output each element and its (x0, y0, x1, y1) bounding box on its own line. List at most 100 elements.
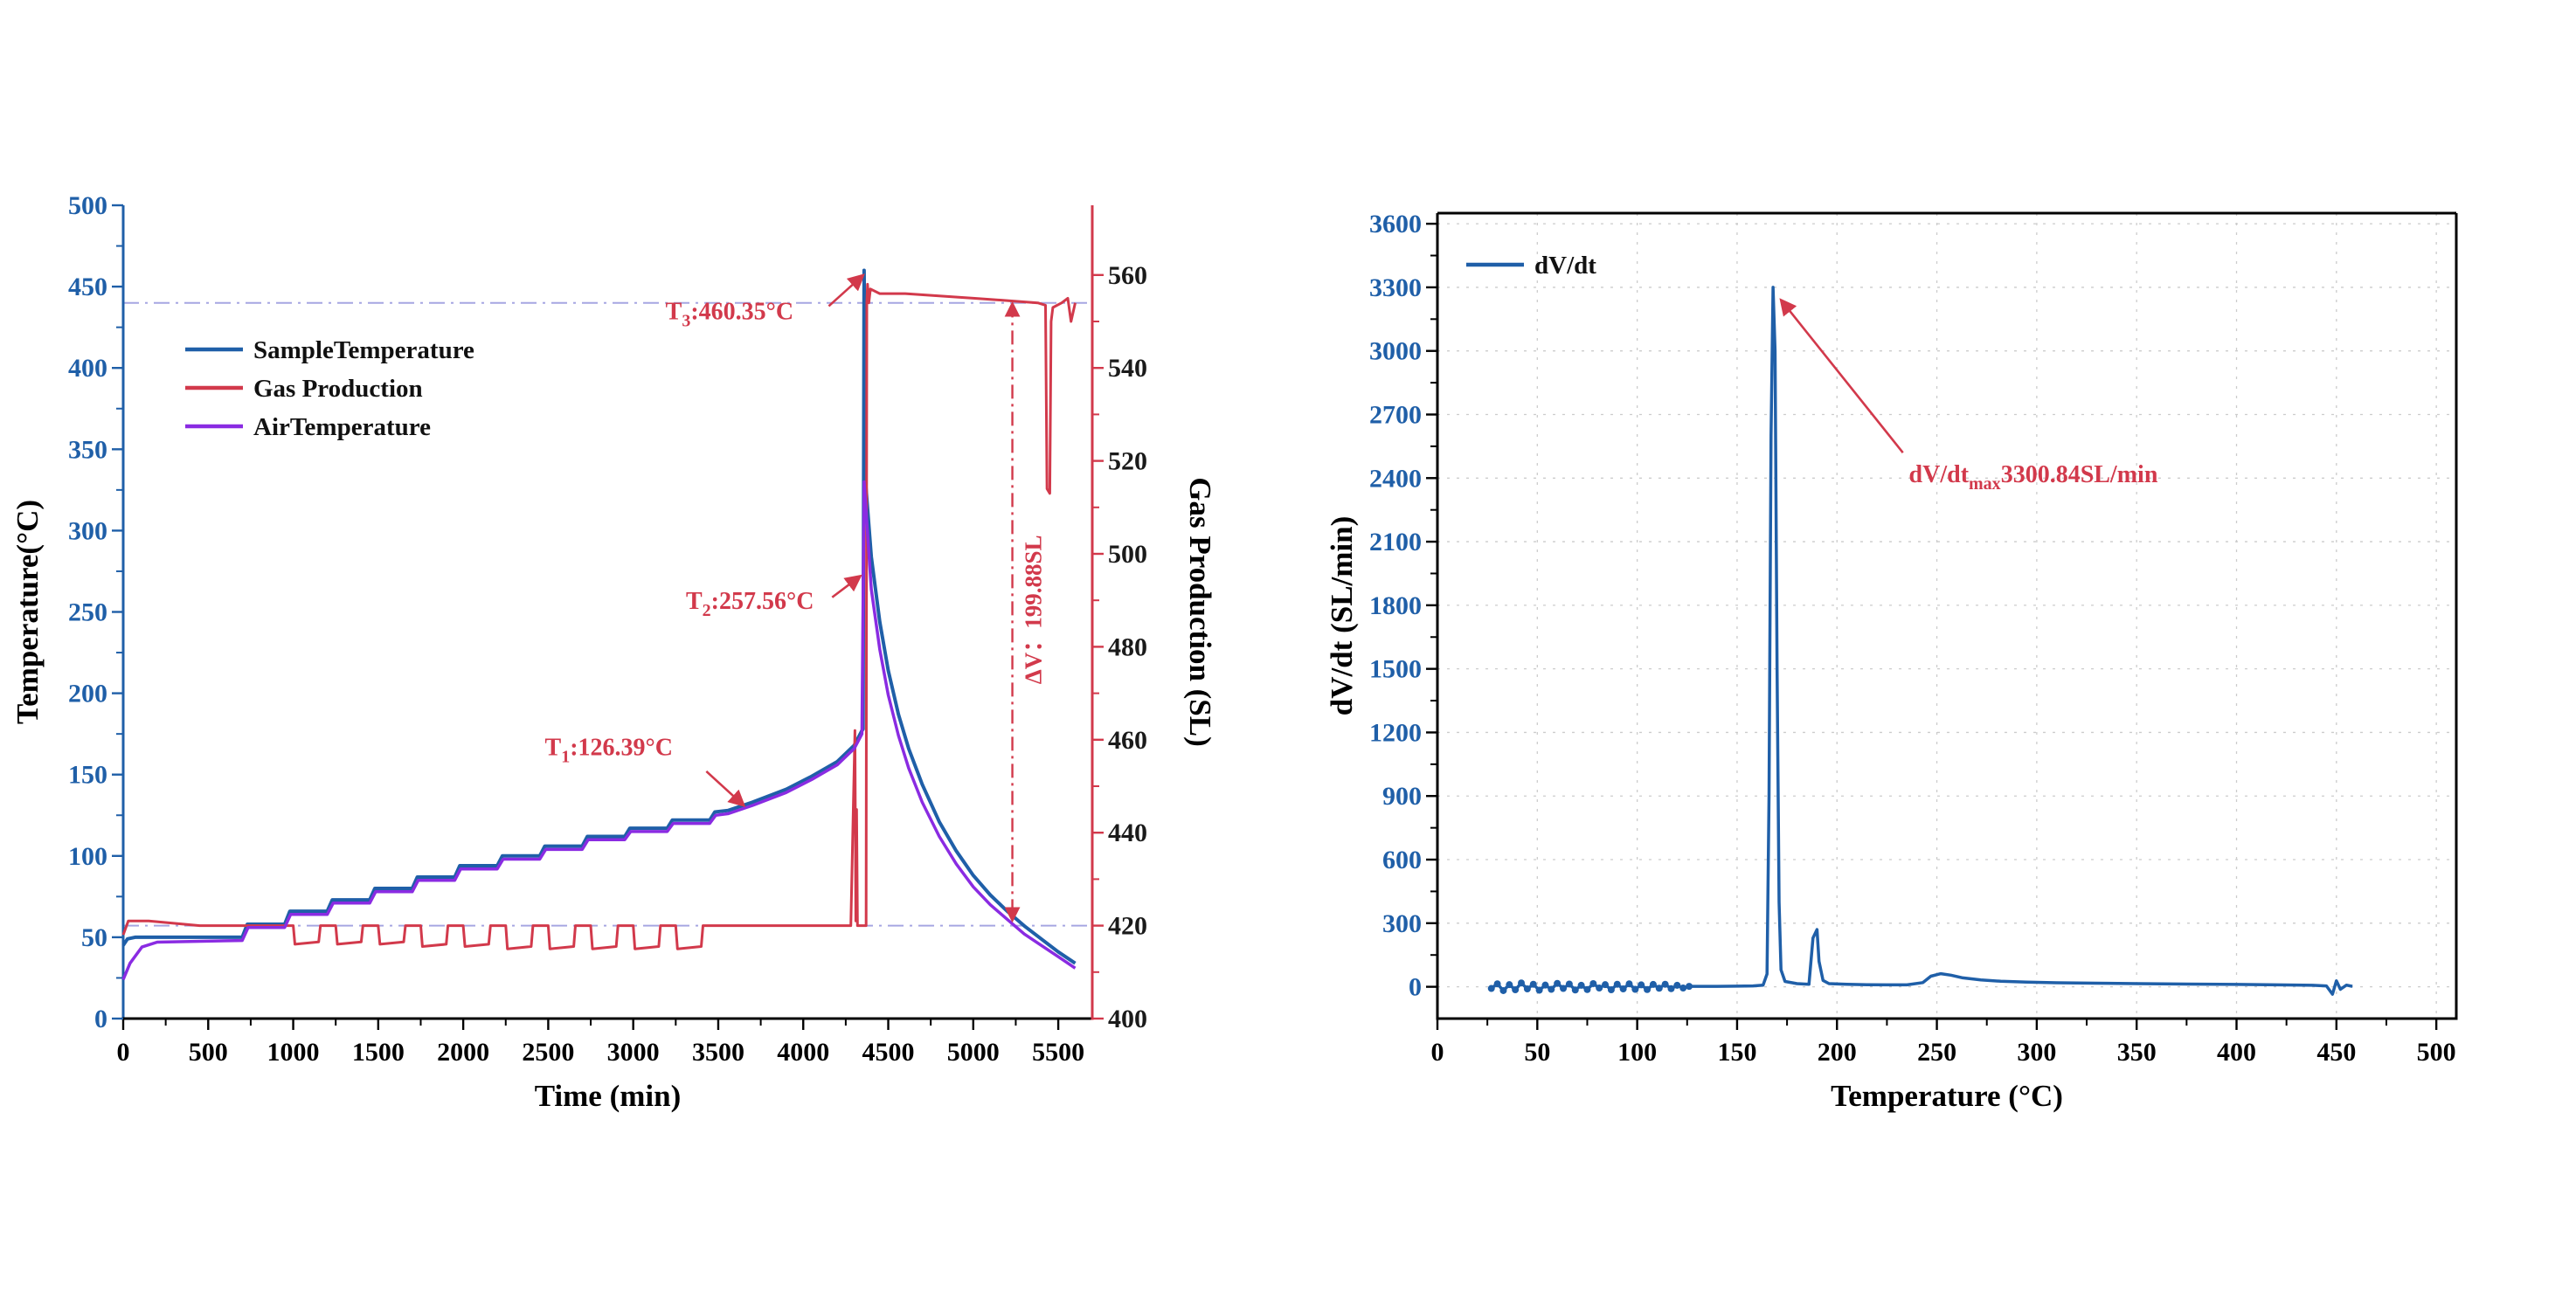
x-tick-label: 500 (189, 1038, 228, 1067)
series-marker (1523, 985, 1531, 993)
x-axis-title: Temperature (°C) (1831, 1079, 2063, 1113)
y-tick-label: 250 (68, 598, 107, 627)
y2-tick-label: 440 (1108, 819, 1147, 847)
series-marker (1560, 985, 1568, 992)
annotation-arrow (705, 770, 746, 808)
y2-tick-label: 540 (1108, 354, 1147, 383)
series-marker (1583, 985, 1591, 993)
series-marker (1673, 981, 1681, 989)
y-tick-label: 450 (68, 273, 107, 301)
legend-label: dV/dt (1534, 252, 1596, 280)
series-marker (1518, 979, 1526, 987)
annotation-dvdt-max: dV/dtmax3300.84SL/min (1909, 461, 2158, 494)
series-marker (1679, 985, 1687, 992)
series-marker (1529, 980, 1537, 988)
annotation-arrow (1779, 298, 1904, 453)
legend-label: Gas Production (253, 375, 423, 403)
y2-axis-title: Gas Production (SL) (1183, 477, 1217, 747)
y-tick-label: 2700 (1369, 401, 1422, 430)
series-marker (1596, 985, 1603, 992)
series-marker (1571, 986, 1579, 994)
series-marker (1535, 986, 1543, 994)
y-tick-label: 600 (1382, 846, 1422, 874)
y2-tick-label: 460 (1108, 726, 1147, 755)
series-marker (1487, 985, 1495, 992)
x-tick-label: 2000 (437, 1038, 489, 1067)
y-tick-label: 2100 (1369, 528, 1422, 556)
series-sampletemperature (121, 268, 1077, 965)
series-marker (1577, 981, 1585, 989)
x-tick-label: 1000 (267, 1038, 320, 1067)
x-tick-label: 5000 (947, 1038, 1000, 1067)
series-marker (1602, 981, 1610, 989)
series-marker (1493, 980, 1501, 988)
x-tick-label: 3500 (692, 1038, 744, 1067)
y-tick-label: 400 (68, 354, 107, 383)
series-marker (1625, 980, 1633, 988)
series-marker (1649, 980, 1657, 988)
y2-tick-label: 420 (1108, 912, 1147, 941)
y-axis-title: dV/dt (SL/min) (1325, 516, 1359, 716)
y-tick-label: 3300 (1369, 273, 1422, 302)
series-dv-dt (1490, 286, 2353, 996)
y-tick-label: 350 (68, 435, 107, 464)
y-tick-label: 50 (81, 923, 107, 952)
series-marker (1554, 979, 1562, 987)
series-marker (1548, 985, 1555, 993)
y-tick-label: 0 (94, 1005, 107, 1033)
x-tick-label: 200 (1818, 1038, 1857, 1067)
x-tick-label: 100 (1617, 1038, 1657, 1067)
y-tick-label: 300 (68, 516, 107, 545)
y-tick-label: 1800 (1369, 591, 1422, 620)
x-tick-label: 4000 (777, 1038, 829, 1067)
y2-tick-label: 560 (1108, 261, 1147, 290)
y-tick-label: 150 (68, 761, 107, 790)
x-tick-label: 3000 (607, 1038, 660, 1067)
series-marker (1512, 986, 1520, 994)
series-marker (1631, 985, 1639, 993)
series-marker (1506, 981, 1513, 989)
y-tick-label: 300 (1382, 909, 1422, 938)
series-marker (1661, 980, 1669, 988)
right-chart-legend: dV/dt (1466, 252, 1596, 280)
y-tick-label: 1500 (1369, 655, 1422, 684)
y2-tick-label: 500 (1108, 540, 1147, 569)
series-marker (1541, 981, 1549, 989)
annotation-T2: T2:257.56°C (686, 588, 814, 620)
y-axis-title: Temperature(°C) (10, 500, 45, 724)
annotation-T3: T3:460.35°C (666, 298, 793, 330)
x-tick-label: 0 (117, 1038, 130, 1067)
x-tick-label: 150 (1717, 1038, 1756, 1067)
annotation-T1: T1:126.39°C (545, 734, 673, 766)
series-marker (1607, 986, 1615, 994)
y2-tick-label: 480 (1108, 632, 1147, 661)
series-marker (1655, 985, 1663, 992)
y-tick-label: 1200 (1369, 718, 1422, 747)
y2-tick-label: 520 (1108, 447, 1147, 476)
x-tick-label: 4500 (862, 1038, 915, 1067)
y-tick-label: 2400 (1369, 464, 1422, 493)
y-tick-label: 200 (68, 680, 107, 708)
x-tick-label: 500 (2417, 1038, 2456, 1067)
x-axis-title: Time (min) (535, 1079, 682, 1113)
annotation-arrow (831, 574, 862, 598)
x-tick-label: 5500 (1032, 1038, 1084, 1067)
delta-v-label: ΔV：199.88SL (1021, 535, 1047, 684)
right-chart: 0 50 100 150 200 250 300 350 400 450 500 0 300 600 900… (1325, 210, 2458, 1113)
annotation-arrow (828, 273, 865, 307)
series-marker (1619, 985, 1627, 993)
legend-label: AirTemperature (253, 413, 431, 441)
x-tick-label: 0 (1431, 1038, 1444, 1067)
y-tick-label: 100 (68, 842, 107, 871)
y-tick-label: 3600 (1369, 210, 1422, 238)
left-chart-legend: SampleTemperature Gas Production AirTemper… (185, 336, 474, 441)
x-tick-label: 350 (2117, 1038, 2157, 1067)
x-tick-label: 450 (2316, 1038, 2356, 1067)
series-marker (1644, 985, 1652, 993)
series-marker (1565, 980, 1573, 988)
x-tick-label: 2500 (522, 1038, 574, 1067)
x-tick-label: 50 (1524, 1038, 1550, 1067)
y-tick-label: 0 (1409, 973, 1422, 1002)
x-tick-label: 300 (2017, 1038, 2056, 1067)
